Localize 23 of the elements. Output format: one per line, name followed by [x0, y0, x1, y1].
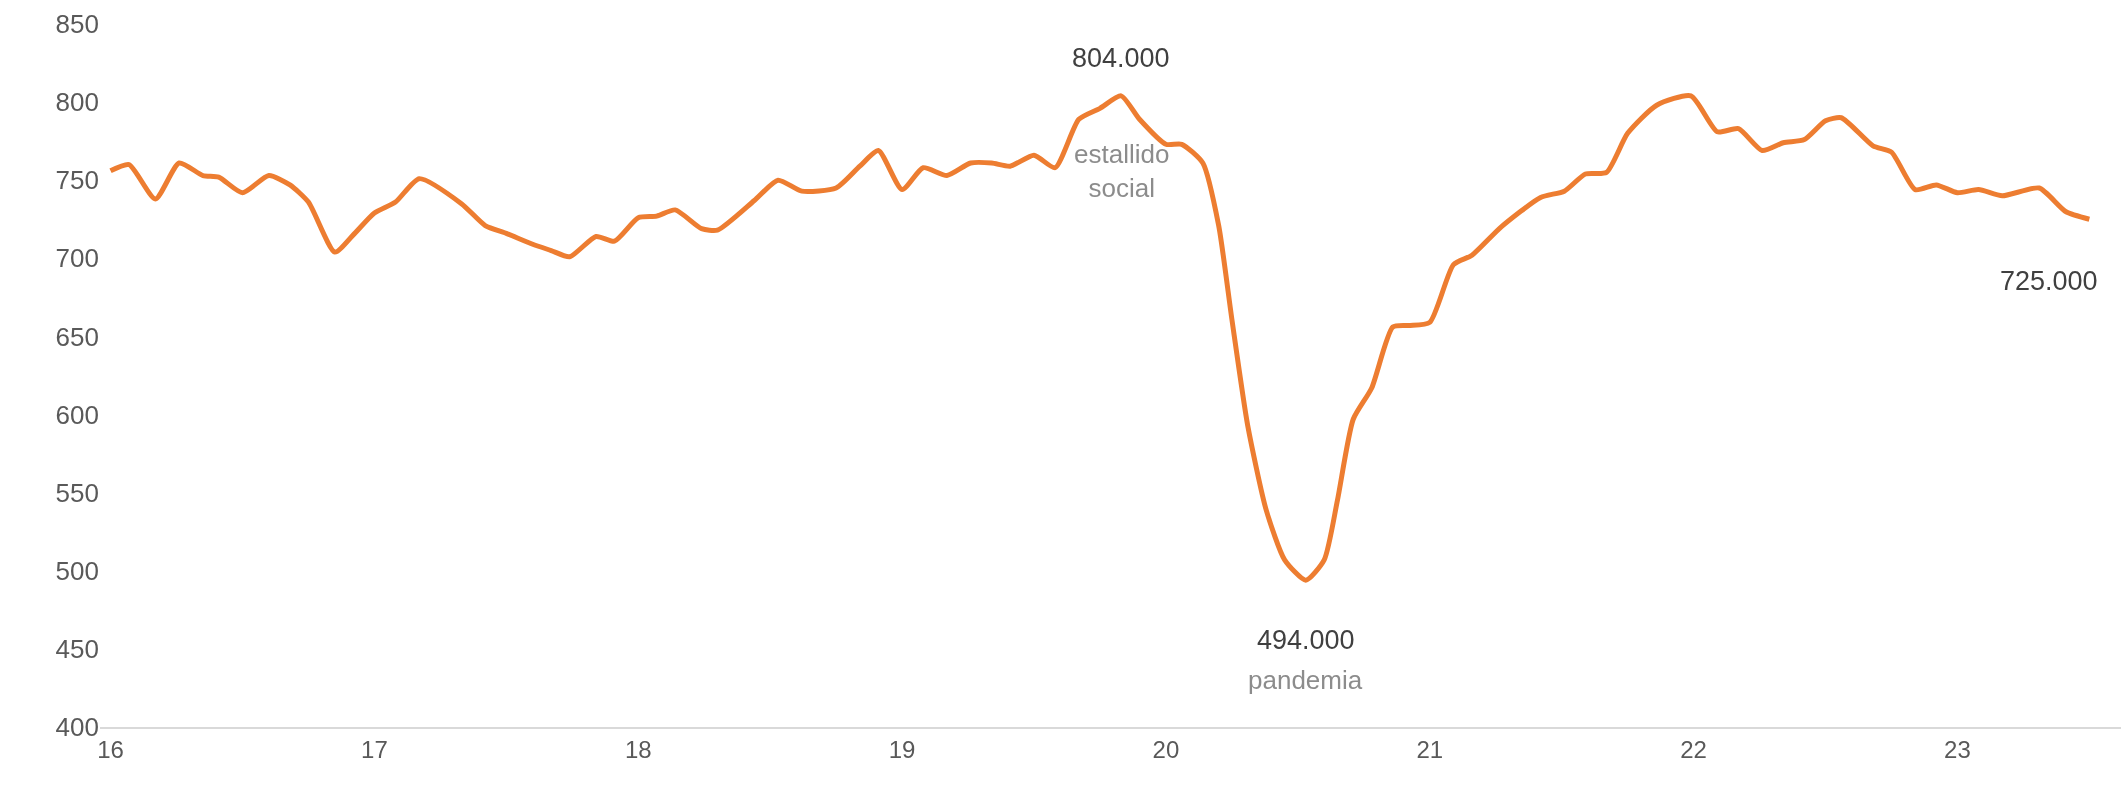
y-tick-label: 450: [55, 633, 99, 664]
y-tick-label: 550: [55, 477, 99, 508]
x-tick-label: 17: [361, 735, 388, 763]
y-tick-label: 800: [55, 87, 99, 118]
y-tick-label: 600: [55, 399, 99, 430]
x-tick-label: 20: [1152, 735, 1180, 763]
y-tick-label: 400: [55, 712, 99, 743]
annotation: 804.000: [1072, 43, 1170, 73]
x-tick-label: 18: [624, 735, 652, 763]
x-tick-label: 19: [888, 735, 916, 763]
annotation: estallido social: [1074, 139, 1170, 203]
x-tick-label: 22: [1680, 735, 1707, 763]
x-tick-label: 16: [97, 735, 124, 763]
annotation: pandemia: [1248, 665, 1363, 695]
y-tick-label: 500: [55, 555, 99, 586]
y-tick-label: 700: [55, 243, 99, 274]
x-tick-label: 21: [1416, 735, 1444, 763]
y-tick-label: 650: [55, 321, 99, 352]
annotation: 494.000: [1257, 625, 1355, 655]
y-tick-label: 850: [55, 9, 99, 40]
annotation: 725.000: [2000, 266, 2098, 296]
y-tick-label: 750: [55, 165, 99, 196]
x-tick-label: 23: [1944, 735, 1971, 763]
